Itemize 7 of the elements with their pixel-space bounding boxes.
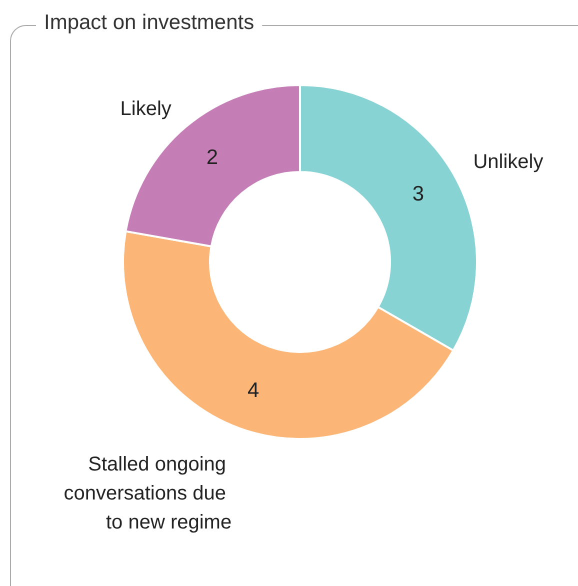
slice-label: Unlikely bbox=[473, 151, 544, 173]
data-label: 3 bbox=[412, 182, 424, 206]
data-label: 4 bbox=[247, 378, 260, 402]
slice-label: Likely bbox=[120, 98, 172, 120]
data-label: 2 bbox=[206, 146, 218, 169]
slice-label: Stalled ongoing conversations due to new regime bbox=[64, 453, 232, 534]
chart-title: Impact on investments bbox=[44, 11, 254, 34]
